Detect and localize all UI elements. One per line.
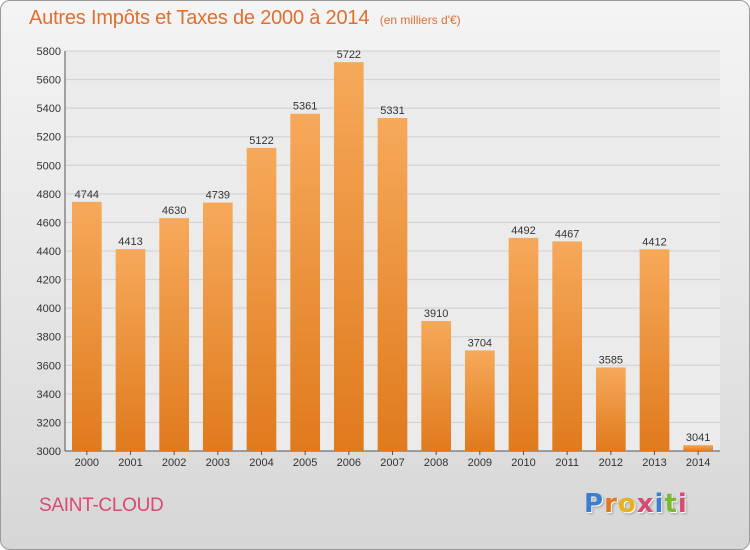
bar[interactable] [71,201,102,451]
y-tick-label: 5400 [37,103,61,115]
bar[interactable] [683,445,714,451]
y-tick-label: 5800 [37,46,61,58]
bar[interactable] [464,350,495,451]
logo-letter: o [617,489,637,519]
bar-value-label: 3585 [599,354,623,366]
y-tick-label: 4400 [37,246,61,258]
bar[interactable] [377,118,408,451]
y-tick-label: 5200 [37,132,61,144]
x-tick-label: 2009 [468,457,492,469]
x-tick-label: 2014 [686,457,710,469]
logo-letter: P [584,489,605,519]
x-tick-label: 2006 [337,457,361,469]
y-tick-label: 4600 [37,217,61,229]
bar-value-label: 4467 [555,228,579,240]
chart-title: Autres Impôts et Taxes de 2000 à 2014 [29,7,370,29]
bar-value-label: 5122 [249,135,273,147]
bar-value-label: 4412 [642,236,666,248]
logo-letter: x [636,489,655,519]
x-tick-label: 2012 [599,457,623,469]
logo-letter: i [654,489,665,519]
y-tick-label: 3800 [37,332,61,344]
bar[interactable] [595,367,626,451]
logo-letter: i [677,489,688,519]
y-tick-label: 3000 [37,446,61,458]
proxiti-logo[interactable]: Proxiti [584,489,688,519]
bar-value-label: 3704 [468,337,492,349]
bar-value-label: 4413 [118,236,142,248]
x-tick-label: 2003 [206,457,230,469]
y-tick-label: 3200 [37,417,61,429]
chart-subtitle: (en milliers d'€) [379,13,461,27]
bar[interactable] [159,218,190,451]
x-tick-label: 2011 [555,457,579,469]
x-tick-label: 2008 [424,457,448,469]
bar[interactable] [421,321,452,451]
bar[interactable] [202,202,233,451]
bar-value-label: 5722 [337,49,361,61]
y-tick-label: 3400 [37,389,61,401]
bar[interactable] [333,62,364,452]
bar-value-label: 4630 [162,205,186,217]
x-tick-label: 2007 [380,457,404,469]
bar[interactable] [246,147,277,451]
title-block: Autres Impôts et Taxes de 2000 à 2014 (e… [29,7,461,30]
bar[interactable] [290,113,321,451]
bar[interactable] [552,241,583,451]
x-tick-label: 2001 [118,457,142,469]
x-tick-label: 2013 [642,457,666,469]
x-tick-label: 2000 [75,457,99,469]
y-tick-label: 4800 [37,189,61,201]
bar-value-label: 4492 [511,225,535,237]
bar-value-label: 4744 [75,189,99,201]
bar-value-label: 3910 [424,308,448,320]
y-tick-label: 3600 [37,360,61,372]
y-tick-label: 5600 [37,75,61,87]
bar[interactable] [115,249,146,451]
logo-letter: t [664,489,678,519]
logo-letter: r [604,489,618,519]
bar-value-label: 4739 [206,190,230,202]
bar-value-label: 5361 [293,101,317,113]
y-tick-label: 5000 [37,160,61,172]
y-tick-label: 4200 [37,275,61,287]
city-label: SAINT-CLOUD [39,495,164,516]
x-tick-label: 2005 [293,457,317,469]
y-tick-label: 4000 [37,303,61,315]
bar-value-label: 3041 [686,432,710,444]
bar[interactable] [639,249,670,451]
bar-value-label: 5331 [380,105,404,117]
x-tick-label: 2004 [249,457,273,469]
bar[interactable] [508,237,539,451]
x-tick-label: 2002 [162,457,186,469]
x-tick-label: 2010 [511,457,535,469]
